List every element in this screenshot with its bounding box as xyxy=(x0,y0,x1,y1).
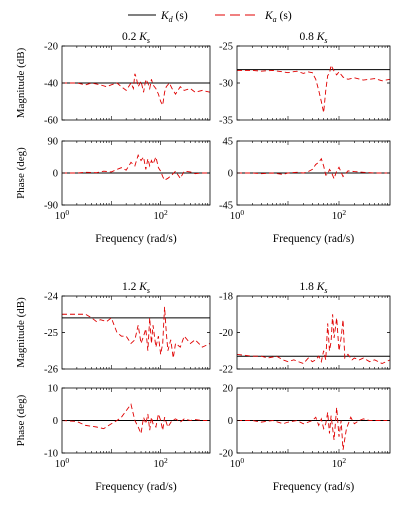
x-axis-label: Frequency (rad/s) xyxy=(273,481,355,493)
legend-estimate-label: Ka (s) xyxy=(264,10,292,24)
x-tick-label: 100 xyxy=(230,456,245,470)
estimate-line xyxy=(237,63,390,113)
y-tick-label: 90 xyxy=(48,137,59,148)
estimate-line xyxy=(62,154,210,181)
subplot-title: 0.8 Ks xyxy=(299,31,327,45)
y-tick-label: -26 xyxy=(44,365,58,376)
subplot-title: 0.2 Ks xyxy=(122,31,150,45)
y-tick-label: -25 xyxy=(219,42,233,53)
legend-reference-symbol: K xyxy=(160,10,170,22)
estimate-line xyxy=(62,306,210,359)
legend-reference-suffix: (s) xyxy=(173,10,188,22)
y-tick-label: -20 xyxy=(219,328,233,339)
legend: Kd (s) Ka (s) xyxy=(128,10,292,24)
estimate-line xyxy=(237,157,390,180)
x-axis-label: Frequency (rad/s) xyxy=(273,233,355,245)
plot-frame xyxy=(236,295,391,370)
y-axis-label: Magnitude (dB) xyxy=(15,297,27,368)
y-tick-label: -30 xyxy=(219,79,233,90)
subplot-title: 1.8 Ks xyxy=(299,281,327,295)
legend-estimate-sub: a xyxy=(273,15,277,24)
legend-estimate-symbol: K xyxy=(264,10,274,22)
subplot-2: -25 -30 -35 0.8 Ks xyxy=(219,31,391,127)
y-tick-label: -22 xyxy=(219,365,233,376)
y-tick-label: -20 xyxy=(44,42,58,53)
legend-estimate-suffix: (s) xyxy=(277,10,292,22)
estimate-line xyxy=(237,407,390,450)
y-tick-label: -18 xyxy=(219,292,233,303)
x-tick-label: 100 xyxy=(55,208,70,222)
subplots: -20 -40 -60 Magnitude (dB) 0.2 Ks -25 -30 -35 0.… xyxy=(15,31,391,493)
y-tick-label: 0 xyxy=(228,169,233,180)
y-axis-label: Magnitude (dB) xyxy=(15,47,27,118)
y-tick-label: 10 xyxy=(48,384,59,395)
y-tick-label: -24 xyxy=(44,292,59,303)
x-tick-label: 100 xyxy=(230,208,245,222)
y-tick-label: -90 xyxy=(44,201,58,212)
legend-reference-label: Kd (s) xyxy=(160,10,188,24)
y-tick-label: -10 xyxy=(44,449,58,460)
y-tick-label: 0 xyxy=(53,169,58,180)
x-tick-label: 100 xyxy=(55,456,70,470)
x-tick-label: 102 xyxy=(154,456,169,470)
y-tick-label: 0 xyxy=(53,416,58,427)
y-tick-label: -60 xyxy=(44,116,58,127)
y-tick-label: 0 xyxy=(228,416,233,427)
x-axis-label: Frequency (rad/s) xyxy=(95,481,177,493)
x-axis-label: Frequency (rad/s) xyxy=(95,233,177,245)
x-tick-label: 102 xyxy=(154,208,169,222)
subplot-6: -18 -20 -22 1.8 Ks xyxy=(219,281,391,376)
x-tick-label: 102 xyxy=(332,208,347,222)
subplot-title: 1.2 Ks xyxy=(122,281,150,295)
x-tick-label: 102 xyxy=(332,456,347,470)
estimate-line xyxy=(62,403,210,436)
y-tick-label: -35 xyxy=(219,116,233,127)
plot-frame xyxy=(236,45,391,121)
subplot-1: -20 -40 -60 Magnitude (dB) 0.2 Ks xyxy=(15,31,211,127)
y-axis-label: Phase (deg) xyxy=(15,147,27,199)
y-tick-label: 20 xyxy=(223,384,234,395)
y-axis-label: Phase (deg) xyxy=(15,394,27,446)
y-tick-label: -20 xyxy=(219,449,233,460)
y-tick-label: 45 xyxy=(223,137,234,148)
subplot-5: -24 -25 -26 Magnitude (dB) 1.2 Ks xyxy=(15,281,211,376)
legend-reference-sub: d xyxy=(169,15,174,24)
estimate-line xyxy=(237,314,390,365)
y-tick-label: -40 xyxy=(44,79,58,90)
y-tick-label: -45 xyxy=(219,201,233,212)
y-tick-label: -25 xyxy=(44,328,58,339)
plot-frame xyxy=(61,295,211,370)
estimate-line xyxy=(62,73,210,107)
